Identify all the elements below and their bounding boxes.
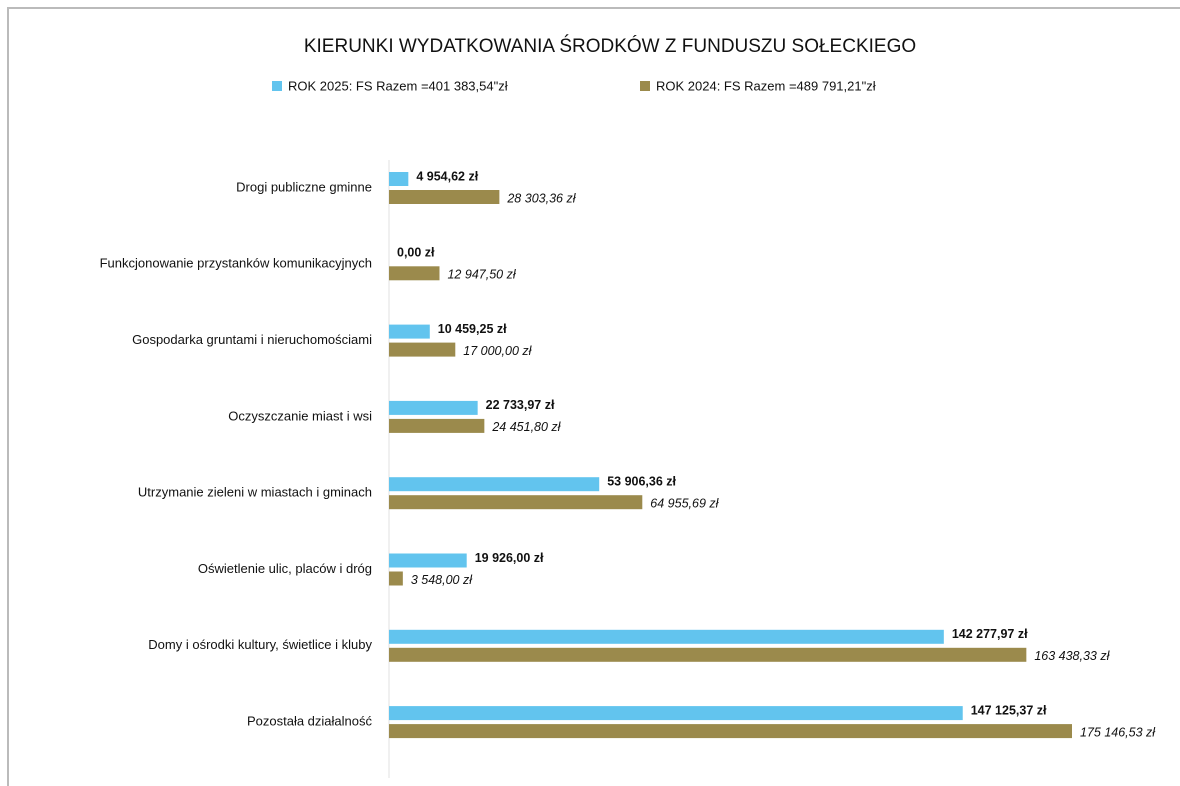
category-label: Oświetlenie ulic, placów i dróg xyxy=(198,561,372,576)
data-label: 53 906,36 zł xyxy=(607,474,676,488)
legend-label: ROK 2025: FS Razem =401 383,54"zł xyxy=(288,78,508,93)
data-label: 17 000,00 zł xyxy=(463,344,532,358)
data-label: 142 277,97 zł xyxy=(952,627,1028,641)
frame xyxy=(7,7,1180,786)
bar xyxy=(389,629,944,644)
chart-title: KIERUNKI WYDATKOWANIA ŚRODKÓW Z FUNDUSZU… xyxy=(304,35,916,57)
bar xyxy=(389,418,485,433)
data-label: 0,00 zł xyxy=(397,246,435,260)
data-label: 163 438,33 zł xyxy=(1034,649,1110,663)
category-label: Oczyszczanie miast i wsi xyxy=(228,408,372,423)
data-label: 19 926,00 zł xyxy=(475,551,544,565)
data-label: 175 146,53 zł xyxy=(1080,725,1156,739)
bar xyxy=(389,342,456,357)
data-label: 4 954,62 zł xyxy=(416,169,478,183)
bar xyxy=(389,553,467,568)
bar xyxy=(389,190,500,204)
legend-swatch xyxy=(640,81,650,91)
bar xyxy=(389,400,478,415)
bar xyxy=(389,172,409,186)
category-label: Drogi publiczne gminne xyxy=(236,179,372,194)
bar xyxy=(389,266,440,281)
data-label: 3 548,00 zł xyxy=(411,573,473,587)
data-label: 22 733,97 zł xyxy=(486,398,555,412)
bar xyxy=(389,647,1027,662)
data-label: 12 947,50 zł xyxy=(447,268,516,282)
category-label: Funkcjonowanie przystanków komunikacyjny… xyxy=(100,256,372,271)
data-label: 10 459,25 zł xyxy=(438,322,507,336)
category-label: Gospodarka gruntami i nieruchomościami xyxy=(132,332,372,347)
bar xyxy=(389,724,1072,739)
legend-label: ROK 2024: FS Razem =489 791,21"zł xyxy=(656,78,876,93)
category-label: Pozostała działalność xyxy=(247,714,373,729)
bar xyxy=(389,477,600,492)
data-label: 24 451,80 zł xyxy=(491,420,561,434)
category-label: Utrzymanie zieleni w miastach i gminach xyxy=(138,485,372,500)
bar xyxy=(389,324,430,339)
category-label: Domy i ośrodki kultury, świetlice i klub… xyxy=(148,637,372,652)
bar xyxy=(389,571,403,586)
bar xyxy=(389,706,963,721)
legend-swatch xyxy=(272,81,282,91)
data-label: 64 955,69 zł xyxy=(650,496,719,510)
data-label: 28 303,36 zł xyxy=(506,191,576,205)
data-label: 147 125,37 zł xyxy=(971,703,1047,717)
bar xyxy=(389,495,643,510)
